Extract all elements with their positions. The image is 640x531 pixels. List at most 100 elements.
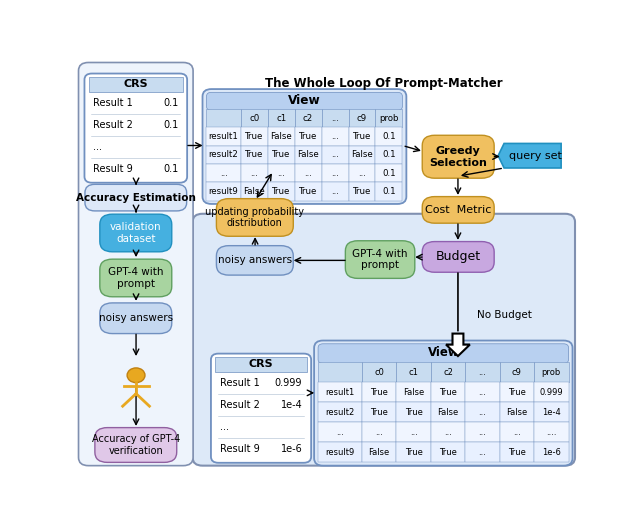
Text: ...: ... <box>331 150 339 159</box>
Text: Cost  Metric: Cost Metric <box>425 205 492 215</box>
Text: Result 9: Result 9 <box>220 444 260 455</box>
Text: Accuracy of GPT-4
verification: Accuracy of GPT-4 verification <box>92 434 180 456</box>
Bar <box>362 402 396 422</box>
Text: prob: prob <box>379 114 399 123</box>
Bar <box>294 127 321 145</box>
FancyArrow shape <box>446 333 470 356</box>
Bar <box>207 182 241 201</box>
Bar <box>376 109 403 127</box>
Text: No Budget: No Budget <box>477 310 532 320</box>
FancyBboxPatch shape <box>207 92 403 110</box>
Text: result1: result1 <box>325 388 355 397</box>
Text: True: True <box>508 388 526 397</box>
FancyBboxPatch shape <box>100 303 172 333</box>
FancyBboxPatch shape <box>84 73 187 183</box>
Bar <box>318 422 362 442</box>
Text: ...: ... <box>331 169 339 178</box>
Bar <box>376 127 403 145</box>
Bar <box>294 109 321 127</box>
Bar <box>362 362 396 382</box>
Bar <box>321 145 349 164</box>
FancyBboxPatch shape <box>346 241 415 278</box>
Bar <box>321 109 349 127</box>
Text: False: False <box>403 388 424 397</box>
Text: GPT-4 with
prompt: GPT-4 with prompt <box>108 267 164 289</box>
Bar <box>294 182 321 201</box>
Text: Result 1: Result 1 <box>93 98 133 108</box>
Text: ...: ... <box>479 428 486 437</box>
FancyBboxPatch shape <box>216 357 307 372</box>
Text: c1: c1 <box>276 114 286 123</box>
Bar <box>362 382 396 402</box>
Text: ...: ... <box>410 428 417 437</box>
Bar <box>268 145 294 164</box>
Bar <box>294 164 321 182</box>
Bar <box>534 422 568 442</box>
Text: True: True <box>353 187 371 196</box>
Text: updating probability
distribution: updating probability distribution <box>205 207 305 228</box>
FancyBboxPatch shape <box>193 214 575 466</box>
Text: c9: c9 <box>512 367 522 376</box>
Bar <box>318 362 362 382</box>
Text: ....: .... <box>546 428 557 437</box>
Text: 0.999: 0.999 <box>540 388 563 397</box>
FancyBboxPatch shape <box>202 89 406 204</box>
Text: True: True <box>245 132 264 141</box>
Text: 0.999: 0.999 <box>275 378 302 388</box>
Text: c9: c9 <box>357 114 367 123</box>
Text: result9: result9 <box>209 187 239 196</box>
Bar <box>349 164 376 182</box>
Text: ...: ... <box>220 169 228 178</box>
Bar <box>500 362 534 382</box>
Bar <box>465 442 500 463</box>
Bar <box>321 127 349 145</box>
Bar <box>349 182 376 201</box>
Text: View: View <box>288 94 321 107</box>
Text: True: True <box>439 448 457 457</box>
Bar <box>500 442 534 463</box>
Text: False: False <box>369 448 390 457</box>
Text: ...: ... <box>513 428 521 437</box>
FancyBboxPatch shape <box>318 344 568 363</box>
Bar <box>241 127 268 145</box>
Bar <box>362 422 396 442</box>
Text: noisy answers: noisy answers <box>99 313 173 323</box>
Text: Greedy
Selection: Greedy Selection <box>429 146 487 168</box>
Text: ...: ... <box>358 169 366 178</box>
Text: result1: result1 <box>209 132 239 141</box>
FancyBboxPatch shape <box>79 63 193 466</box>
FancyBboxPatch shape <box>216 199 293 236</box>
Text: c1: c1 <box>408 367 419 376</box>
Text: True: True <box>404 448 422 457</box>
Bar <box>207 145 241 164</box>
Bar <box>465 402 500 422</box>
Text: ...: ... <box>250 169 258 178</box>
Text: Result 1: Result 1 <box>220 378 260 388</box>
Bar <box>500 402 534 422</box>
Bar <box>318 442 362 463</box>
Text: GPT-4 with
prompt: GPT-4 with prompt <box>353 249 408 270</box>
Text: prob: prob <box>541 367 561 376</box>
Bar <box>534 382 568 402</box>
Text: ...: ... <box>479 448 486 457</box>
Text: False: False <box>351 150 373 159</box>
Bar <box>534 442 568 463</box>
Text: ...: ... <box>479 408 486 417</box>
Text: ...: ... <box>375 428 383 437</box>
Bar <box>465 362 500 382</box>
Text: True: True <box>353 132 371 141</box>
Text: Result 2: Result 2 <box>220 400 260 410</box>
Bar <box>431 422 465 442</box>
Bar <box>396 422 431 442</box>
Text: True: True <box>370 408 388 417</box>
Text: 0.1: 0.1 <box>163 98 178 108</box>
Bar <box>431 362 465 382</box>
Bar <box>465 382 500 402</box>
Bar <box>268 164 294 182</box>
Bar <box>207 109 241 127</box>
Bar <box>396 362 431 382</box>
Bar <box>241 164 268 182</box>
Text: CRS: CRS <box>124 79 148 89</box>
Text: ...: ... <box>331 187 339 196</box>
Text: ...: ... <box>336 428 344 437</box>
